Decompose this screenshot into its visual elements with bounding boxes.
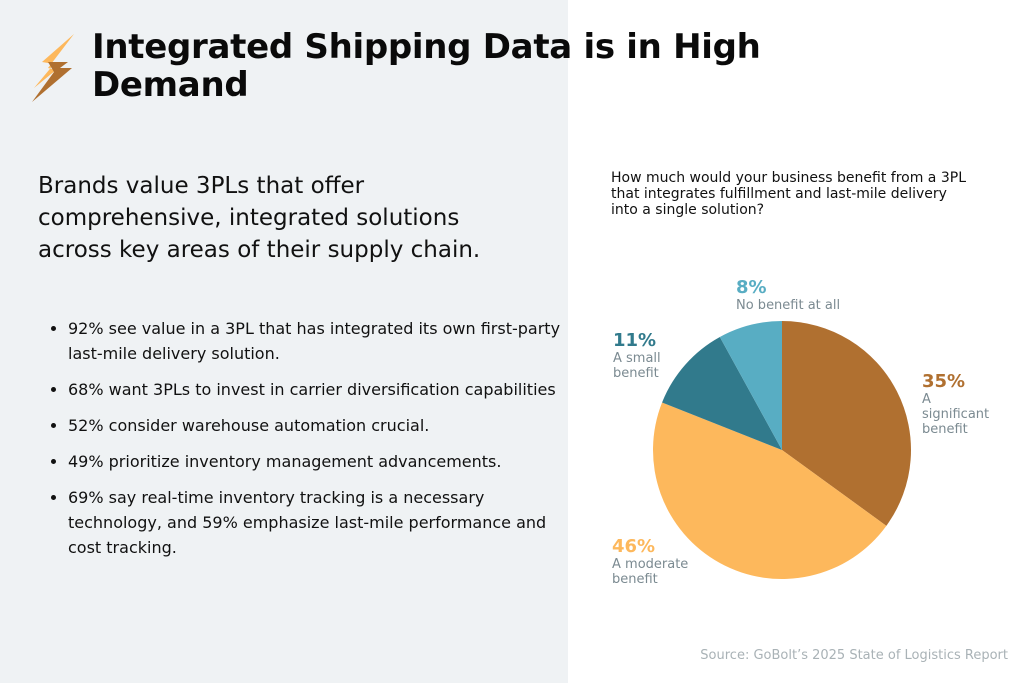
slice-name: No benefit at all: [736, 298, 841, 313]
slice-label-none: 8% No benefit at all: [736, 277, 841, 314]
pie-slice-1: [653, 402, 887, 580]
slice-name: A significant benefit: [922, 392, 990, 437]
bullet-item: 92% see value in a 3PL that has integrat…: [68, 316, 568, 366]
source-note: Source: GoBolt’s 2025 State of Logistics…: [700, 648, 1008, 663]
pie-slice-0: [782, 321, 911, 526]
subheading: Brands value 3PLs that offer comprehensi…: [38, 173, 481, 263]
slice-label-small: 11% A small benefit: [613, 330, 673, 382]
page-title: Integrated Shipping Data is in High Dema…: [92, 27, 761, 105]
slice-label-significant: 35% A significant benefit: [922, 371, 1002, 438]
chart-title: How much would your business benefit fro…: [611, 170, 966, 218]
bullet-item: 49% prioritize inventory management adva…: [68, 449, 568, 474]
bullet-item: 69% say real-time inventory tracking is …: [68, 485, 568, 560]
bullet-item: 52% consider warehouse automation crucia…: [68, 413, 568, 438]
slice-label-moderate: 46% A moderate benefit: [612, 536, 692, 588]
slice-value: 11%: [613, 330, 657, 351]
left-panel: [0, 0, 568, 683]
slice-value: 8%: [736, 277, 767, 298]
slice-value: 46%: [612, 536, 656, 557]
slice-name: A small benefit: [613, 351, 661, 381]
slice-value: 35%: [922, 371, 966, 392]
pie-slice-3: [719, 321, 782, 450]
lightning-bolt-icon: [32, 34, 74, 102]
bullet-item: 68% want 3PLs to invest in carrier diver…: [68, 377, 568, 402]
bullet-list: 92% see value in a 3PL that has integrat…: [38, 316, 568, 571]
slice-name: A moderate benefit: [612, 557, 689, 587]
pie-slice-2: [662, 336, 782, 450]
